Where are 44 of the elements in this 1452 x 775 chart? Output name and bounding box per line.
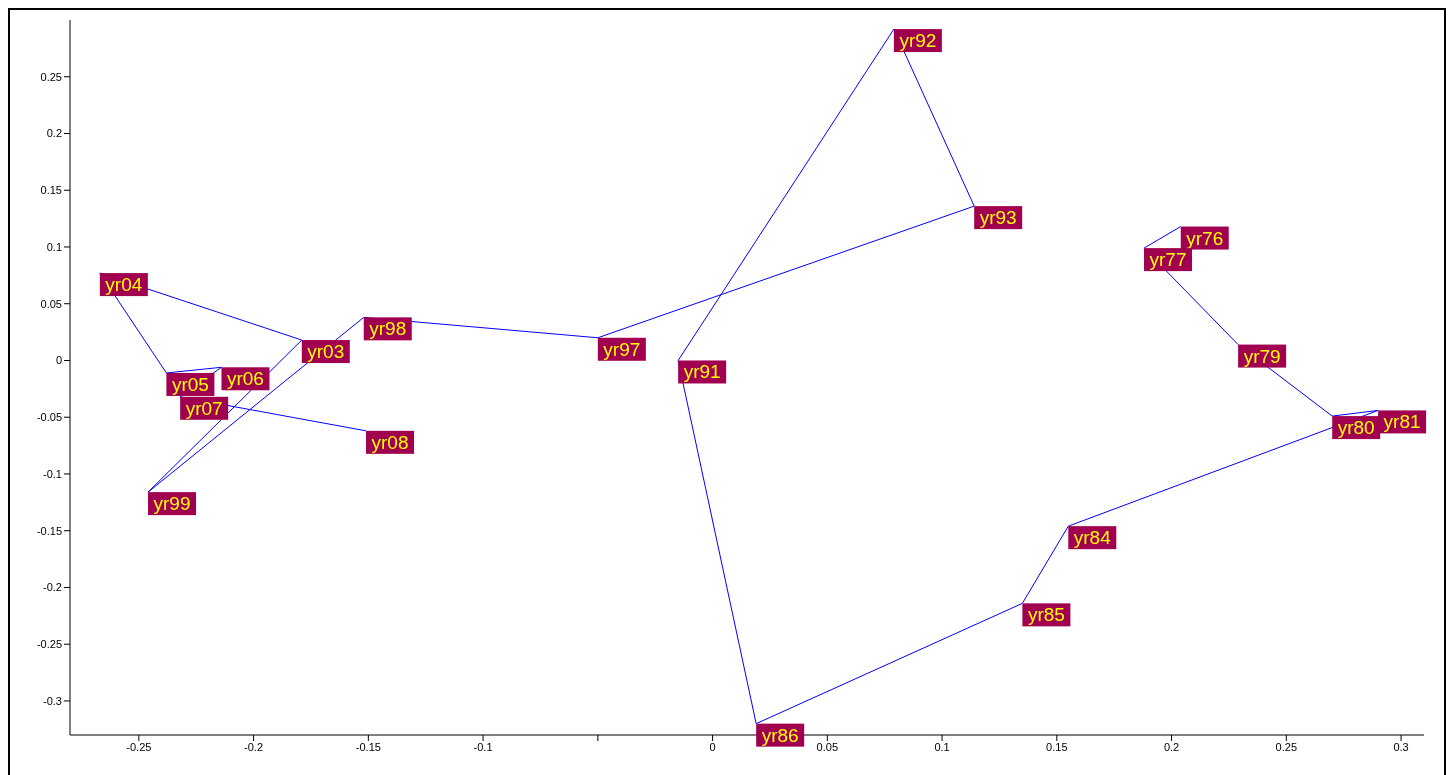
y-tick-label: -0.25 bbox=[36, 638, 62, 651]
annotation: yr77 bbox=[1149, 249, 1187, 271]
annotation: yr85 bbox=[1027, 604, 1065, 626]
annotation: yr97 bbox=[603, 338, 641, 360]
annotation: yr99 bbox=[153, 493, 191, 515]
annotation: yr08 bbox=[371, 431, 409, 453]
x-tick-label: 0.05 bbox=[816, 740, 839, 753]
annotation: yr04 bbox=[105, 274, 143, 296]
y-tick-label: -0.1 bbox=[43, 467, 62, 480]
x-tick-label: 0.15 bbox=[1046, 740, 1068, 753]
annotation: yr98 bbox=[369, 318, 407, 340]
x-tick-label: 0.1 bbox=[934, 740, 950, 753]
y-tick-label: 0.25 bbox=[40, 70, 62, 83]
x-tick-label: 0.25 bbox=[1275, 740, 1298, 753]
annotation: yr93 bbox=[979, 207, 1017, 229]
annotation: yr79 bbox=[1243, 345, 1281, 367]
x-tick-label: -0.25 bbox=[126, 740, 152, 753]
annotation: yr81 bbox=[1383, 411, 1421, 433]
y-tick-label: 0.05 bbox=[40, 297, 62, 310]
x-tick-label: -0.15 bbox=[355, 740, 381, 753]
x-tick-label: 0.2 bbox=[1163, 740, 1180, 753]
x-tick-label: -0.2 bbox=[244, 740, 264, 753]
annotation: yr06 bbox=[226, 368, 264, 390]
y-tick-label: 0.2 bbox=[46, 127, 62, 140]
annotation: yr05 bbox=[171, 373, 209, 395]
annotation: yr80 bbox=[1337, 417, 1375, 439]
y-tick-label: 0 bbox=[55, 354, 62, 367]
y-tick-label: 0.1 bbox=[46, 240, 62, 253]
y-tick-label: -0.2 bbox=[43, 581, 62, 594]
line-series bbox=[99, 28, 1379, 725]
x-tick-label: -0.1 bbox=[473, 740, 493, 753]
x-tick-label: 0 bbox=[709, 740, 716, 753]
y-tick-label: -0.3 bbox=[43, 694, 62, 707]
annotation: yr92 bbox=[899, 30, 937, 52]
x-tick-label: 0.3 bbox=[1393, 740, 1409, 753]
y-tick-label: -0.05 bbox=[36, 411, 62, 424]
annotation: yr07 bbox=[185, 397, 223, 419]
annotation: yr03 bbox=[307, 341, 345, 363]
y-tick-label: 0.15 bbox=[40, 184, 62, 197]
y-tick-label: -0.15 bbox=[36, 524, 62, 537]
annotation: yr84 bbox=[1073, 527, 1112, 549]
annotation: yr91 bbox=[683, 361, 721, 383]
annotation: yr76 bbox=[1186, 227, 1224, 249]
annotation: yr86 bbox=[761, 724, 799, 746]
